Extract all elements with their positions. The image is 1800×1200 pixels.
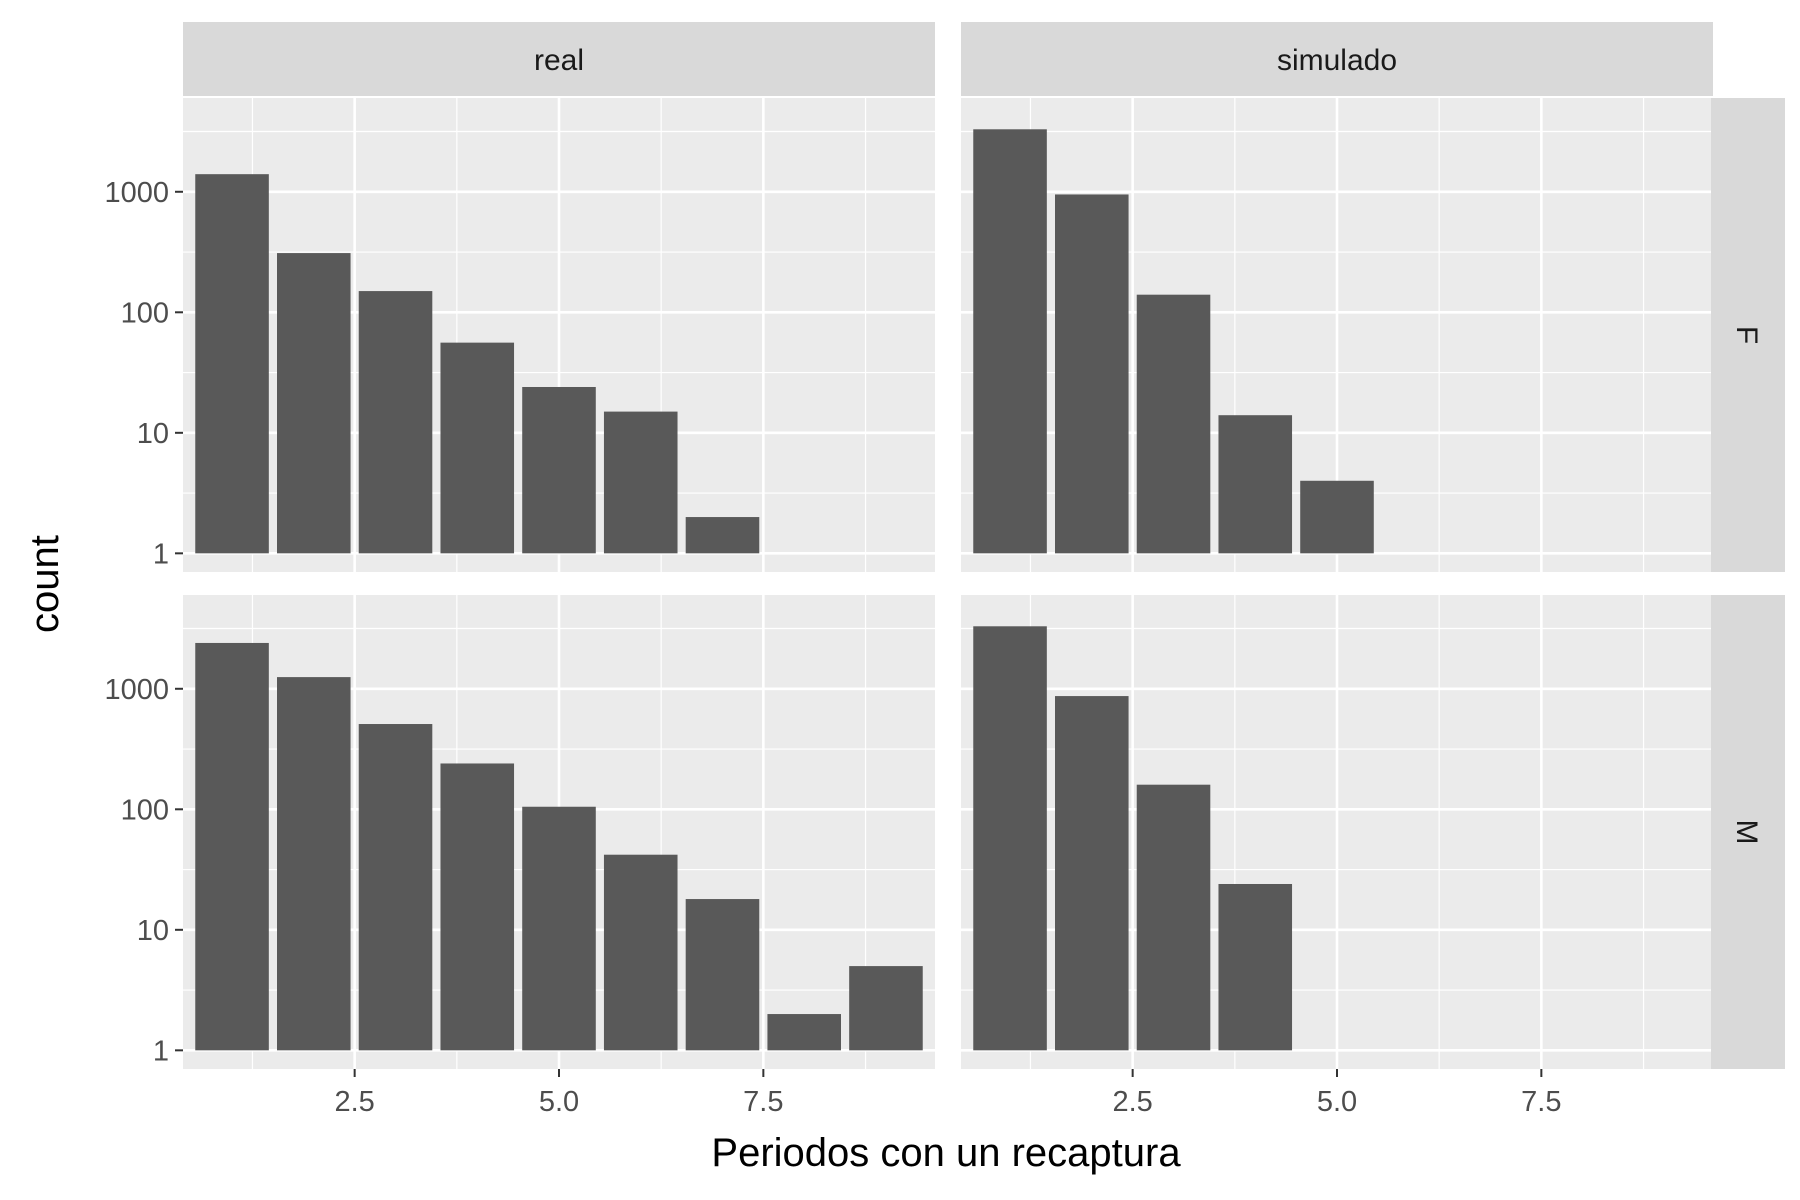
x-tick-label: 7.5 — [743, 1086, 783, 1118]
x-axis-col-real: 2.5 5.0 7.5 — [334, 1069, 784, 1118]
x-axis-col-simulado: 2.5 5.0 7.5 — [1112, 1069, 1562, 1118]
bar-real-M-2 — [277, 677, 351, 1051]
y-axis-row-M: 1 10 100 1000 — [104, 674, 183, 1067]
bar-simulado-F-1 — [973, 129, 1047, 554]
bar-real-F-2 — [277, 253, 351, 554]
panel-real-M — [183, 595, 935, 1069]
strip-row-M: M — [1711, 595, 1785, 1069]
strips-layer: real simulado F M — [183, 22, 1785, 1069]
strip-background — [183, 22, 935, 96]
x-tick-label: 2.5 — [334, 1086, 374, 1118]
x-tick-label: 5.0 — [539, 1086, 579, 1118]
bar-real-M-7 — [685, 899, 760, 1051]
strip-col-real: real — [183, 22, 935, 96]
y-axis-title: count — [23, 535, 67, 633]
x-axis-title: Periodos con un recaptura — [711, 1131, 1181, 1175]
bar-simulado-M-1 — [973, 626, 1047, 1051]
bar-real-M-9 — [849, 966, 923, 1051]
bar-simulado-M-3 — [1136, 784, 1211, 1051]
bar-real-M-8 — [767, 1014, 841, 1051]
bar-real-F-3 — [358, 291, 433, 554]
y-tick-label: 1000 — [104, 177, 169, 209]
strip-background — [961, 22, 1713, 96]
bar-simulado-F-5 — [1300, 480, 1374, 554]
panel-simulado-M — [961, 595, 1713, 1069]
bar-real-M-5 — [522, 806, 596, 1051]
strip-label-F: F — [1730, 326, 1763, 344]
panel-simulado-F — [961, 98, 1713, 572]
panel-real-F — [183, 98, 935, 572]
bar-real-F-4 — [440, 342, 515, 554]
y-tick-label: 10 — [137, 915, 169, 947]
panels-layer — [183, 98, 1713, 1069]
bar-real-F-1 — [195, 174, 269, 554]
bar-real-M-6 — [603, 854, 678, 1051]
bar-real-F-7 — [685, 517, 760, 554]
bar-simulado-F-3 — [1136, 294, 1211, 554]
x-tick-label: 7.5 — [1521, 1086, 1561, 1118]
y-tick-label: 1000 — [104, 674, 169, 706]
bar-real-M-3 — [358, 724, 433, 1051]
bar-real-F-5 — [522, 386, 596, 554]
y-tick-label: 1 — [153, 1035, 169, 1067]
bar-real-M-1 — [195, 642, 269, 1051]
strip-col-simulado: simulado — [961, 22, 1713, 96]
bar-real-F-6 — [603, 411, 678, 554]
y-tick-label: 10 — [137, 418, 169, 450]
y-tick-label: 100 — [121, 794, 169, 826]
bar-simulado-F-2 — [1055, 194, 1129, 554]
bar-simulado-M-2 — [1055, 696, 1129, 1051]
y-axis-row-F: 1 10 100 1000 — [104, 177, 183, 570]
y-tick-label: 1 — [153, 538, 169, 570]
bar-simulado-M-4 — [1218, 883, 1293, 1051]
strip-row-F: F — [1711, 98, 1785, 572]
bar-simulado-F-4 — [1218, 415, 1293, 554]
strip-background — [1711, 595, 1785, 1069]
bar-real-M-4 — [440, 763, 515, 1051]
strip-label-real: real — [534, 44, 584, 77]
axes-layer: 1 10 100 1000 1 10 100 1000 2.5 5.0 7.5 2.5 5.0 7.5 — [104, 177, 1561, 1118]
strip-label-M: M — [1730, 820, 1763, 845]
strip-background — [1711, 98, 1785, 572]
x-tick-label: 2.5 — [1112, 1086, 1152, 1118]
strip-label-simulado: simulado — [1277, 44, 1397, 77]
x-tick-label: 5.0 — [1317, 1086, 1357, 1118]
y-tick-label: 100 — [121, 297, 169, 329]
